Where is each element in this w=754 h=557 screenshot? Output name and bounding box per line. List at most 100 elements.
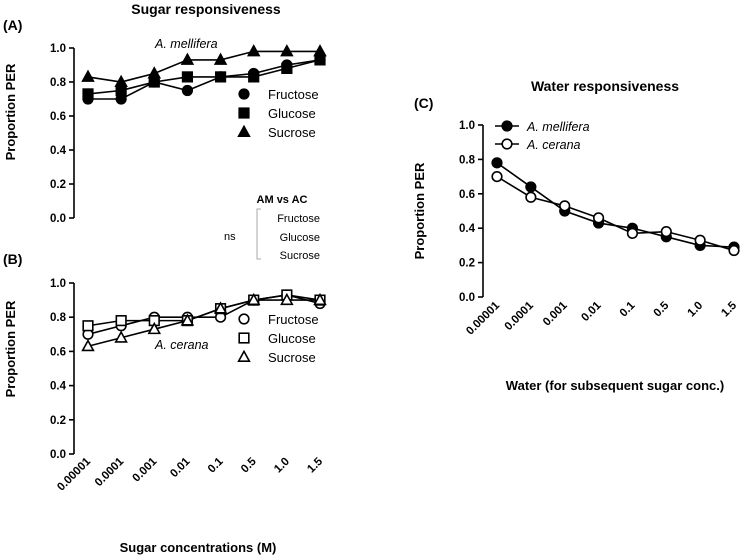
panel-c-legend-marker-a-cerana [501, 138, 513, 150]
panel-b-point-glucose [82, 320, 94, 332]
panel-b-legend-marker-glucose [238, 332, 250, 344]
panel-c-legend-label-a-mellifera: A. mellifera [526, 120, 590, 134]
panel-c-legend-label-a-cerana: A. cerana [526, 138, 581, 152]
panel-a-legend-marker-glucose [238, 107, 250, 119]
panel-c-legend-marker-a-mellifera [501, 120, 513, 132]
panel-c-point-a-cerana [728, 244, 740, 257]
panel-b-legend-label-glucose: Glucose [268, 331, 316, 346]
panel-a-series-line-sucrose [87, 50, 320, 83]
panel-c-y-axis-title: Proportion PER [412, 162, 427, 259]
panel-c-point-a-mellifera [491, 157, 503, 169]
stats-item-glucose: Glucose [280, 232, 320, 244]
panel-b-legend-marker-fructose [238, 313, 250, 325]
stats-item-sucrose: Sucrose [280, 250, 320, 262]
panel-b-x-tick-label: 1.5 [305, 455, 325, 475]
panel-c-x-tick-label: 1.5 [719, 299, 739, 319]
panel-c-point-a-cerana [491, 171, 503, 183]
panel-a-point-glucose [82, 88, 94, 100]
panel-a-point-sucrose [280, 44, 294, 57]
panel-b-point-sucrose [213, 301, 228, 314]
panel-a-point-glucose [314, 54, 326, 66]
panel-c-point-a-cerana [626, 227, 639, 239]
stats-item-fructose: Fructose [277, 213, 320, 225]
panel-a-point-sucrose [81, 69, 95, 82]
panel-c-y-tick-label: 0.8 [459, 154, 476, 166]
panel-a-point-glucose [148, 76, 160, 88]
water-title: Water responsiveness [531, 78, 679, 94]
panel-c-point-a-cerana [559, 200, 571, 212]
panel-c-x-tick-label: 0.00001 [464, 299, 502, 337]
panel-a-point-glucose [248, 71, 260, 83]
sugar-title: Sugar responsiveness [131, 1, 281, 17]
panel-a-point-glucose [281, 62, 293, 74]
panel-c-y-tick-label: 0.4 [459, 223, 476, 235]
panel-a-point-glucose [181, 71, 194, 83]
panel-b-point-glucose [115, 315, 127, 327]
panel-a-legend-label-sucrose: Sucrose [268, 125, 316, 140]
panel-a-point-sucrose [180, 52, 195, 65]
panel-b-point-sucrose [114, 330, 128, 343]
panel-c-x-tick-label: 0.1 [618, 299, 638, 319]
panel-a-y-tick-label: 0.2 [50, 179, 66, 191]
panel-a-y-tick-label: 1.0 [50, 43, 66, 55]
panel-b-point-sucrose [246, 292, 261, 306]
panel-b-y-tick-label: 1.0 [50, 278, 66, 290]
panel-a-point-sucrose [246, 44, 261, 57]
panel-label-b: (B) [3, 251, 22, 267]
panel-c-x-tick-label: 0.001 [541, 299, 570, 328]
stats-ns: ns [224, 231, 236, 243]
panel-b-point-sucrose [313, 292, 327, 306]
panel-c-y-tick-label: 0.2 [459, 258, 475, 270]
panel-label-a: (A) [3, 17, 22, 33]
panel-c-x-tick-label: 1.0 [685, 300, 705, 320]
panel-a-legend-label-fructose: Fructose [268, 87, 319, 102]
panel-b-point-sucrose [147, 321, 162, 335]
stats-bracket [256, 208, 261, 260]
panel-a-point-sucrose [114, 74, 128, 87]
panel-a-species: A. mellifera [154, 37, 218, 51]
panel-b-x-tick-label: 1.0 [272, 456, 292, 476]
panel-a-legend-label-glucose: Glucose [268, 106, 316, 121]
panel-b-x-tick-label: 0.01 [168, 455, 193, 480]
panel-c-y-tick-label: 1.0 [459, 120, 475, 132]
panel-b-x-tick-label: 0.001 [131, 455, 160, 484]
panel-a-y-tick-label: 0.6 [50, 111, 66, 123]
panel-c-y-tick-label: 0.6 [459, 189, 475, 201]
panel-a-y-axis-title: Proportion PER [3, 63, 18, 160]
panel-c-point-a-cerana [592, 212, 605, 224]
panel-a-y-tick-label: 0.8 [50, 77, 67, 89]
panel-b-legend-label-fructose: Fructose [268, 312, 319, 327]
panel-b-y-axis-title: Proportion PER [3, 300, 18, 397]
panel-b-legend-label-sucrose: Sucrose [268, 350, 316, 365]
panel-b-y-tick-label: 0.8 [50, 312, 67, 324]
panel-b-x-tick-label: 0.5 [239, 455, 259, 475]
panel-a-point-sucrose [147, 66, 162, 79]
panel-b-x-tick-label: 0.0001 [93, 455, 127, 489]
panel-c-point-a-cerana [525, 191, 537, 203]
panel-b-point-sucrose [280, 292, 294, 306]
panel-b-y-tick-label: 0.2 [50, 415, 66, 427]
panel-b-point-sucrose [81, 339, 95, 352]
panel-a-legend-marker-fructose [238, 88, 250, 100]
panel-b-y-tick-label: 0.6 [50, 346, 66, 358]
panel-c-x-tick-label: 0.0001 [503, 299, 537, 333]
panel-b-y-tick-label: 0.4 [50, 381, 67, 393]
panel-a-point-sucrose [313, 44, 327, 57]
panel-a-point-glucose [214, 71, 227, 83]
panel-a-y-tick-label: 0.4 [50, 145, 67, 157]
panel-c-point-a-cerana [660, 226, 672, 238]
panel-b-species: A. cerana [154, 338, 209, 352]
panel-b-point-sucrose [180, 313, 195, 326]
panel-a-point-glucose [115, 84, 127, 97]
panel-a-point-fructose [181, 84, 194, 97]
panel-c-x-axis-title: Water (for subsequent sugar conc.) [506, 378, 724, 393]
stats-header: AM vs AC [257, 194, 308, 206]
panel-c-point-a-mellifera [525, 181, 537, 193]
panel-b-legend-marker-sucrose [237, 349, 251, 363]
panel-b-x-tick-label: 0.1 [206, 455, 226, 475]
panel-c-x-tick-label: 0.5 [652, 299, 672, 319]
sugar-x-axis-title: Sugar concentrations (M) [120, 540, 277, 555]
